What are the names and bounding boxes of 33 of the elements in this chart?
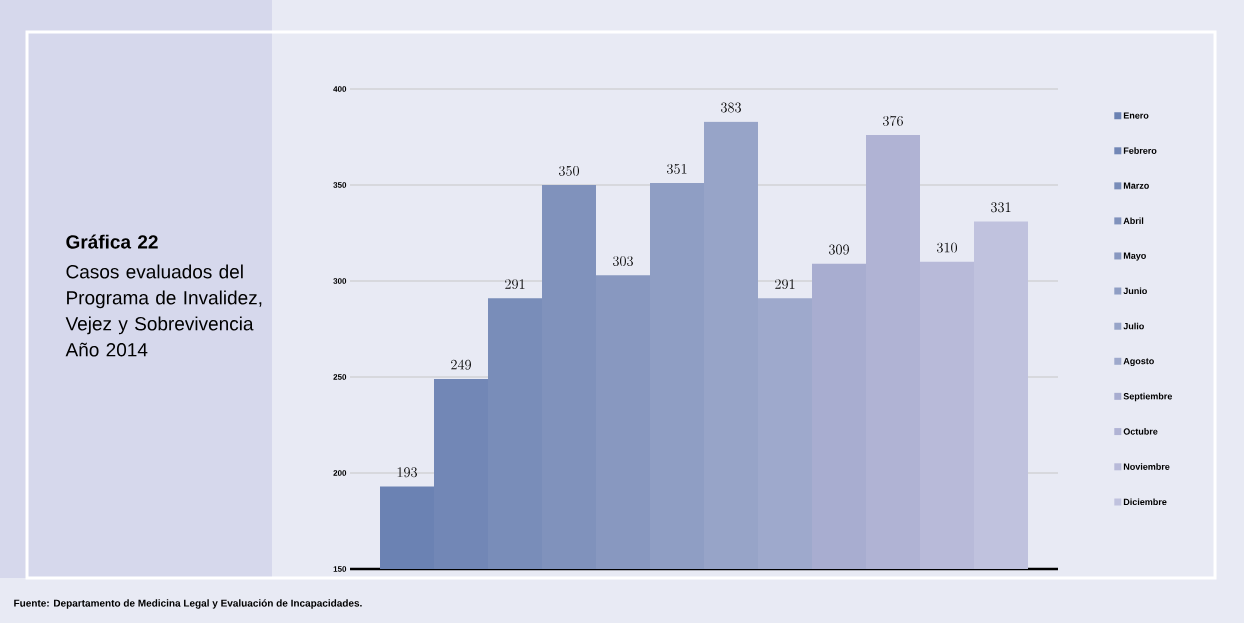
legend-label: Mayo bbox=[1123, 252, 1146, 261]
source-note: Fuente: Departamento de Medicina Legal y Evaluación de Incapacidades. bbox=[14, 599, 362, 609]
data-label: 303 bbox=[613, 256, 633, 266]
y-tick-label: 350 bbox=[333, 182, 347, 188]
legend-label: Noviembre bbox=[1123, 463, 1170, 470]
legend-label: Agosto bbox=[1123, 357, 1154, 367]
y-tick-label: 400 bbox=[333, 86, 347, 92]
y-tick-label: 200 bbox=[333, 470, 347, 476]
legend-label: Marzo bbox=[1123, 182, 1149, 189]
legend-label: Diciembre bbox=[1123, 498, 1167, 506]
legend-label: Junio bbox=[1123, 287, 1147, 295]
legend-label: Octubre bbox=[1123, 428, 1158, 435]
data-label: 249 bbox=[451, 359, 471, 370]
legend-label: Abril bbox=[1123, 217, 1144, 225]
y-tick-label: 300 bbox=[333, 278, 347, 284]
data-label: 310 bbox=[937, 242, 957, 253]
y-tick-label: 150 bbox=[333, 566, 347, 572]
legend-label: Enero bbox=[1123, 112, 1149, 119]
y-tick-label: 250 bbox=[333, 374, 347, 380]
data-label: 351 bbox=[667, 163, 687, 174]
data-label: 309 bbox=[829, 244, 849, 255]
data-label: 376 bbox=[883, 115, 903, 126]
data-label: 331 bbox=[991, 202, 1011, 213]
text: Casos evaluados del Programa de Invalidez, Vejez y Sobrevivencia Año 2014 bbox=[65, 264, 262, 357]
legend-label: Septiembre bbox=[1123, 392, 1173, 402]
text: Gráfica 22 bbox=[66, 234, 158, 249]
data-label: 193 bbox=[397, 467, 417, 478]
legend-label: Febrero bbox=[1123, 147, 1157, 154]
legend-label: Julio bbox=[1123, 322, 1144, 330]
data-label: 291 bbox=[505, 279, 525, 290]
data-label: 350 bbox=[559, 165, 579, 176]
data-label: 291 bbox=[775, 279, 795, 290]
data-label: 383 bbox=[721, 102, 741, 113]
